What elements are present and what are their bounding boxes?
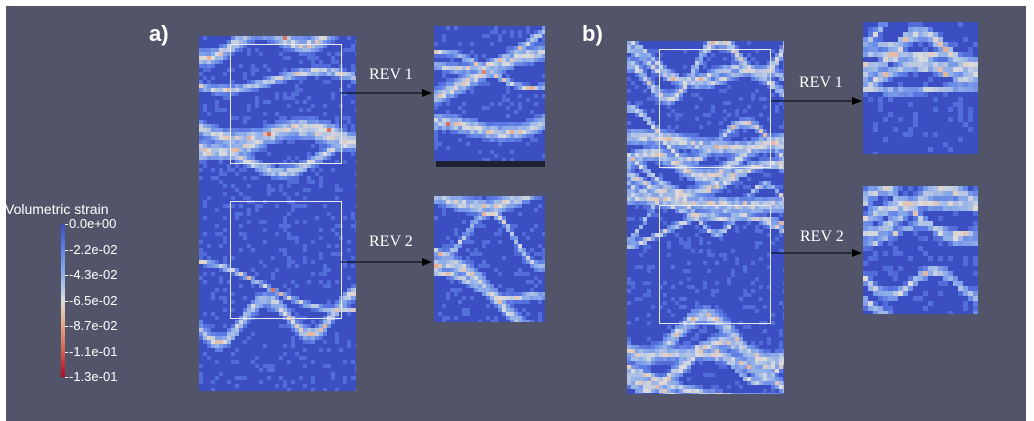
colorbar-gradient (61, 224, 65, 377)
rev1-selection-box-a (230, 44, 342, 164)
colorbar-title: Volumetric strain (5, 201, 109, 217)
rev1-view-b (863, 22, 978, 154)
colorbar-tick-label: 0.0e+00 (69, 216, 117, 231)
colorbar-tick-label: -2.2e-02 (69, 242, 118, 257)
rev1-view-a (434, 26, 545, 161)
colorbar-tick (65, 275, 68, 276)
colorbar-tick-label: -6.5e-02 (69, 293, 118, 308)
panel-a-label: a) (149, 21, 169, 46)
colorbar-tick-label: -4.3e-02 (69, 267, 118, 282)
colorbar-tick-label: -1.3e-01 (69, 369, 118, 384)
rev2-label-b: REV 2 (800, 228, 844, 245)
colorbar-tick (65, 377, 68, 378)
rev1-view-a-edge (436, 161, 545, 167)
rev2-view-b (863, 186, 978, 314)
rev2-label-a: REV 2 (369, 233, 413, 250)
colorbar-tick (65, 224, 68, 225)
rev1-label-b: REV 1 (799, 74, 843, 91)
colorbar-tick-label: -1.1e-01 (69, 344, 118, 359)
colorbar-tick (65, 301, 68, 302)
rev2-selection-box-a (230, 201, 342, 319)
specimen-b (627, 41, 784, 394)
rev1-label-a: REV 1 (369, 66, 413, 83)
colorbar-tick (65, 250, 68, 251)
rev2-selection-box-b (659, 205, 771, 324)
specimen-a (199, 36, 356, 391)
rev2-view-a (434, 196, 545, 322)
colorbar-tick (65, 352, 68, 353)
rev1-selection-box-b (659, 49, 771, 168)
colorbar-tick (65, 326, 68, 327)
colorbar-tick-label: -8.7e-02 (69, 318, 118, 333)
panel-b-label: b) (582, 21, 603, 46)
